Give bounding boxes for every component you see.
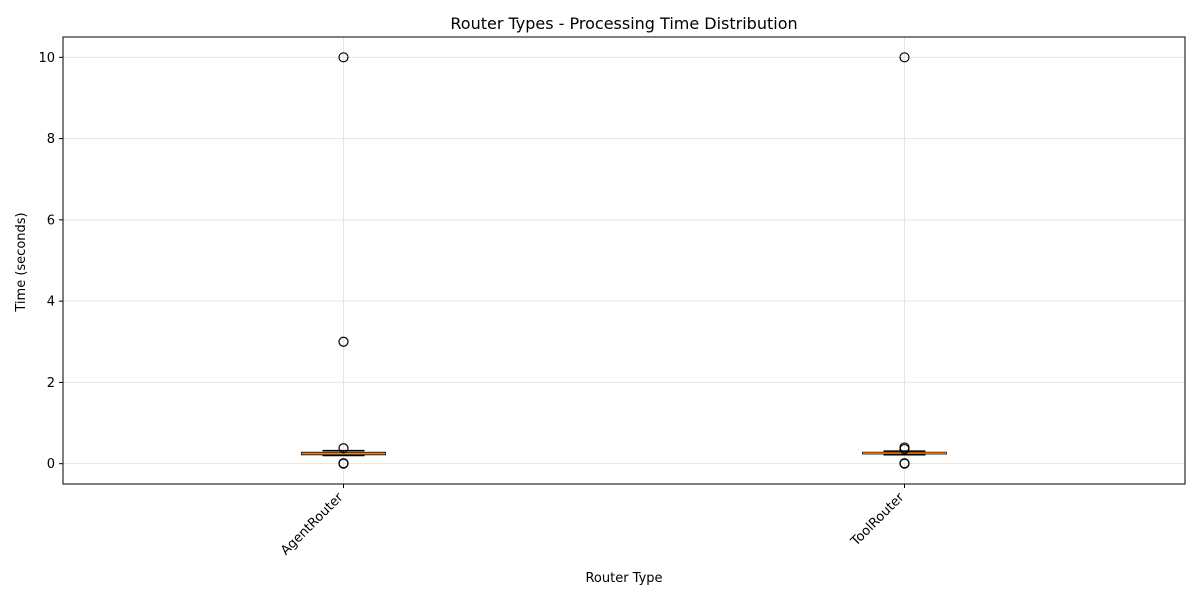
y-tick-label: 2 [47, 376, 55, 391]
y-tick-label: 6 [47, 213, 55, 228]
grid [63, 37, 1185, 484]
plot-frame [62, 36, 1186, 485]
outlier-point [338, 443, 349, 454]
boxes [301, 52, 947, 469]
outlier-point [338, 336, 349, 347]
chart-title: Router Types - Processing Time Distribut… [450, 14, 797, 33]
outlier-point [899, 458, 910, 469]
x-axis-label: Router Type [585, 571, 662, 586]
outlier-point [338, 52, 349, 63]
outlier-point [338, 458, 349, 469]
outlier-point [899, 443, 910, 455]
y-tick-label: 10 [38, 51, 55, 66]
y-axis-label: Time (seconds) [14, 212, 29, 312]
y-tick-label: 0 [47, 457, 55, 472]
outlier-point [899, 52, 910, 63]
y-tick-label: 8 [47, 132, 55, 147]
box-plot-toolrouter [862, 52, 947, 469]
y-tick-label: 4 [47, 295, 55, 310]
box-plot-agentrouter [301, 52, 386, 469]
